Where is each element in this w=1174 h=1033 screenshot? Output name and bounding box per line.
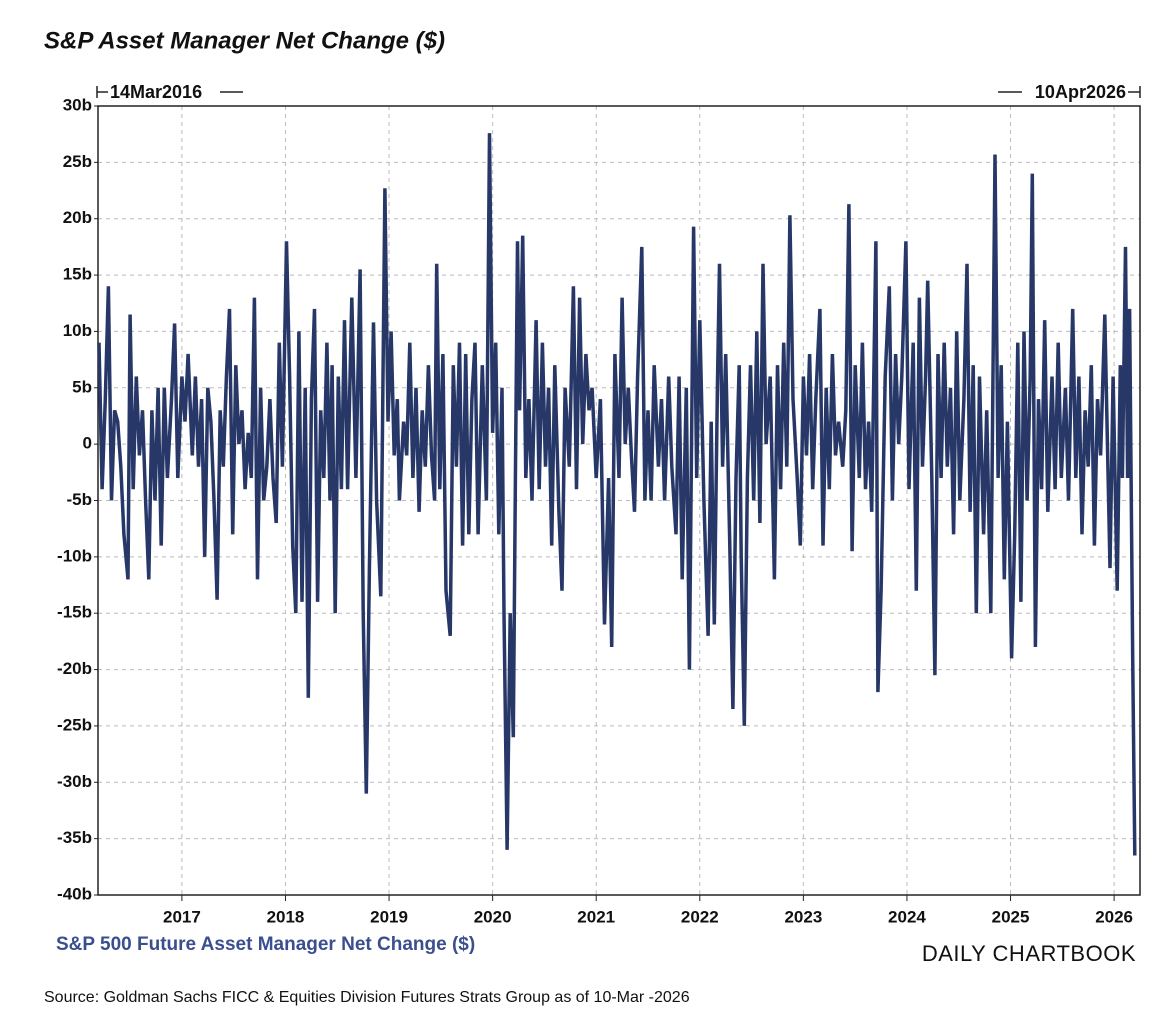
x-tick-label: 2022	[681, 907, 719, 926]
y-tick-label: -10b	[57, 546, 92, 565]
y-tick-label: -15b	[57, 603, 92, 622]
y-tick-label: 5b	[72, 377, 92, 396]
y-tick-label: 25b	[63, 152, 92, 171]
x-tick-label: 2026	[1095, 907, 1133, 926]
x-tick-label: 2021	[577, 907, 615, 926]
y-tick-label: 0	[83, 434, 92, 453]
y-tick-label: -20b	[57, 659, 92, 678]
y-tick-label: -5b	[67, 490, 93, 509]
plot-frame	[97, 105, 1141, 896]
watermark: DAILY CHARTBOOK	[922, 941, 1136, 966]
y-tick-label: 10b	[63, 321, 92, 340]
y-tick-label: -30b	[57, 772, 92, 791]
legend-entry: S&P 500 Future Asset Manager Net Change …	[56, 934, 475, 955]
y-tick-label: 30b	[63, 95, 92, 114]
chart-title: S&P Asset Manager Net Change ($)	[44, 27, 445, 54]
x-tick-label: 2024	[888, 907, 926, 926]
range-brackets	[96, 86, 1141, 98]
x-tick-label: 2019	[370, 907, 408, 926]
y-tick-label: 20b	[63, 208, 92, 227]
source-note: Source: Goldman Sachs FICC & Equities Di…	[44, 989, 690, 1006]
x-tick-label: 2025	[992, 907, 1030, 926]
start-date-label: 14Mar2016	[110, 82, 202, 102]
x-tick-label: 2017	[163, 907, 201, 926]
y-tick-label: -35b	[57, 828, 92, 847]
x-tick-label: 2020	[474, 907, 512, 926]
y-tick-label: -40b	[57, 884, 92, 903]
y-tick-label: 15b	[63, 265, 92, 284]
x-tick-label: 2023	[784, 907, 822, 926]
x-tick-label: 2018	[267, 907, 305, 926]
y-tick-label: -25b	[57, 715, 92, 734]
end-date-label: 10Apr2026	[1035, 82, 1126, 102]
data-line	[97, 133, 1137, 856]
